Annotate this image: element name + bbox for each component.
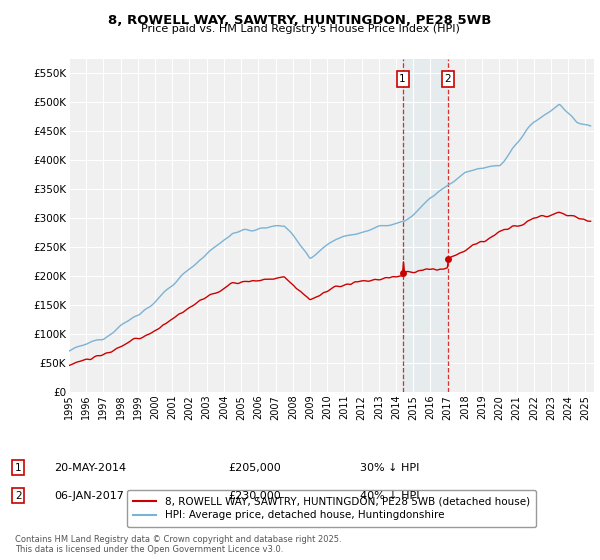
Text: £230,000: £230,000 [228, 491, 281, 501]
Text: Contains HM Land Registry data © Crown copyright and database right 2025.
This d: Contains HM Land Registry data © Crown c… [15, 535, 341, 554]
Text: £205,000: £205,000 [228, 463, 281, 473]
Bar [403, 59, 448, 392]
Text: Price paid vs. HM Land Registry's House Price Index (HPI): Price paid vs. HM Land Registry's House … [140, 24, 460, 34]
Text: 8, ROWELL WAY, SAWTRY, HUNTINGDON, PE28 5WB: 8, ROWELL WAY, SAWTRY, HUNTINGDON, PE28 … [109, 14, 491, 27]
Legend: 8, ROWELL WAY, SAWTRY, HUNTINGDON, PE28 5WB (detached house), HPI: Average price: 8, ROWELL WAY, SAWTRY, HUNTINGDON, PE28 … [127, 490, 536, 527]
Text: 2: 2 [15, 491, 22, 501]
Text: 1: 1 [399, 74, 406, 84]
Text: 40% ↓ HPI: 40% ↓ HPI [360, 491, 419, 501]
Text: 1: 1 [15, 463, 22, 473]
Text: 2: 2 [445, 74, 451, 84]
Text: 30% ↓ HPI: 30% ↓ HPI [360, 463, 419, 473]
Text: 20-MAY-2014: 20-MAY-2014 [54, 463, 126, 473]
Text: 06-JAN-2017: 06-JAN-2017 [54, 491, 124, 501]
